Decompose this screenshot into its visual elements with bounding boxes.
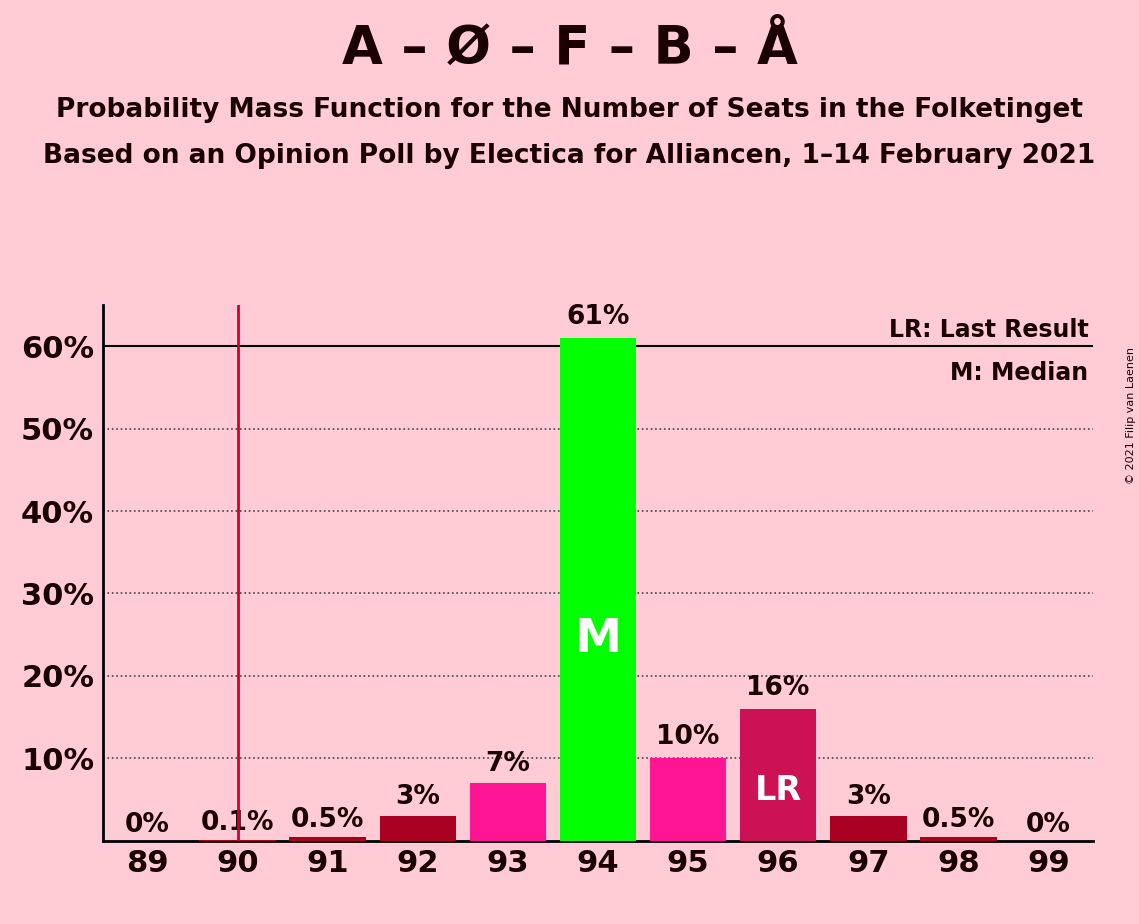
Text: 0.5%: 0.5% xyxy=(292,807,364,833)
Bar xyxy=(740,709,817,841)
Text: 61%: 61% xyxy=(566,304,630,330)
Text: © 2021 Filip van Laenen: © 2021 Filip van Laenen xyxy=(1126,347,1136,484)
Bar xyxy=(559,338,637,841)
Text: 10%: 10% xyxy=(656,724,720,750)
Text: 3%: 3% xyxy=(846,784,891,810)
Bar xyxy=(830,816,907,841)
Text: LR: LR xyxy=(754,774,802,808)
Text: 0.1%: 0.1% xyxy=(200,810,274,836)
Text: 7%: 7% xyxy=(485,751,531,777)
Text: 0%: 0% xyxy=(125,811,170,837)
Text: Based on an Opinion Poll by Electica for Alliancen, 1–14 February 2021: Based on an Opinion Poll by Electica for… xyxy=(43,143,1096,169)
Bar xyxy=(649,759,727,841)
Text: 3%: 3% xyxy=(395,784,441,810)
Bar xyxy=(379,816,456,841)
Text: 16%: 16% xyxy=(746,675,810,700)
Text: M: Median: M: Median xyxy=(950,361,1089,385)
Text: LR: Last Result: LR: Last Result xyxy=(888,319,1089,342)
Text: 0%: 0% xyxy=(1026,811,1071,837)
Text: A – Ø – F – B – Å: A – Ø – F – B – Å xyxy=(342,23,797,75)
Text: 0.5%: 0.5% xyxy=(921,807,995,833)
Text: Probability Mass Function for the Number of Seats in the Folketinget: Probability Mass Function for the Number… xyxy=(56,97,1083,123)
Bar xyxy=(289,837,366,841)
Bar xyxy=(920,837,997,841)
Text: M: M xyxy=(574,617,622,663)
Bar xyxy=(469,784,547,841)
